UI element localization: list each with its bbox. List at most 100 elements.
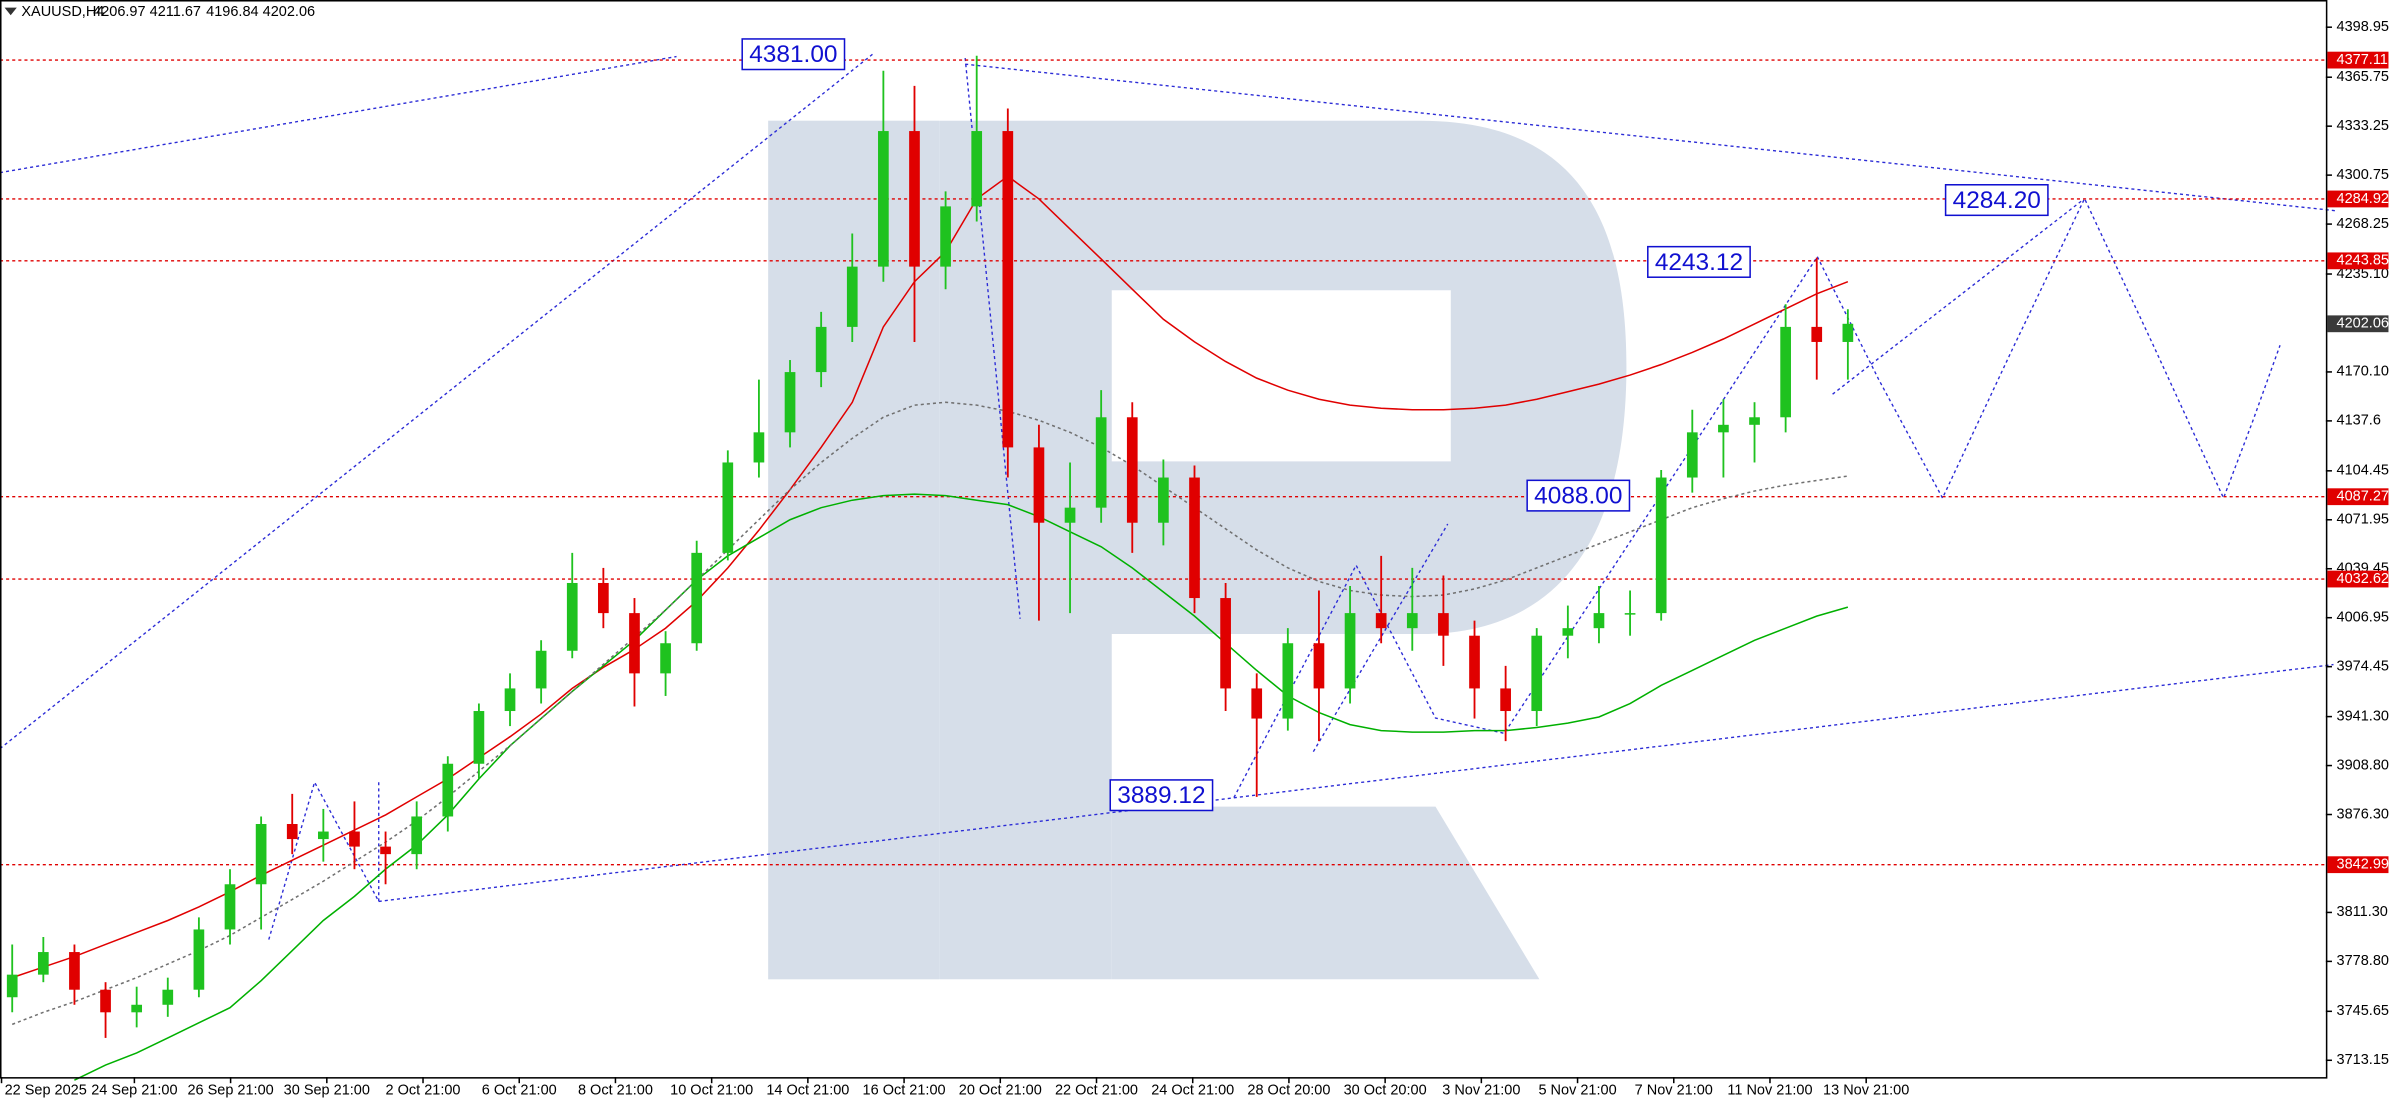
levels [0, 59, 2326, 866]
trendline [378, 663, 2334, 903]
level-label-box [2327, 252, 2389, 270]
candle-body [1469, 635, 1480, 689]
level-label: 4377.11 [2337, 52, 2388, 68]
candle-body [940, 206, 951, 267]
candle-body [286, 824, 298, 840]
candle-body [629, 613, 640, 674]
candle-body [349, 831, 360, 847]
x-tick-label: 10 Oct 21:00 [670, 1083, 753, 1099]
candle-body [722, 462, 734, 553]
candle-body [909, 131, 920, 267]
x-tick-label: 2 Oct 21:00 [386, 1083, 461, 1099]
candle-body [317, 831, 329, 840]
x-tick-label: 24 Oct 21:00 [1151, 1083, 1234, 1099]
y-tick-label: 3908.80 [2337, 757, 2389, 773]
candle-body [1282, 643, 1294, 719]
x-tick-label: 30 Oct 20:00 [1344, 1083, 1427, 1099]
candle-body [1749, 417, 1760, 425]
candle-body [411, 816, 423, 855]
x-tick-label: 8 Oct 21:00 [578, 1083, 653, 1099]
candle-body [660, 643, 671, 674]
y-tick-label: 3778.80 [2337, 953, 2389, 969]
y-tick-label: 3811.30 [2337, 904, 2388, 920]
header-high: 4211.67 [150, 4, 201, 20]
candle-body [1313, 643, 1325, 689]
x-tick-label: 30 Sep 21:00 [284, 1083, 370, 1099]
candle-body [1686, 432, 1698, 478]
candle-body [1562, 628, 1574, 636]
candle-body [100, 989, 111, 1013]
annotation-box [741, 38, 846, 71]
annotation-label: 4088.00 [1534, 483, 1622, 510]
annotation-label: 3889.12 [1117, 782, 1205, 809]
trendlines [0, 52, 2337, 940]
candle-body [1158, 477, 1169, 523]
y-tick-label: 3974.45 [2337, 658, 2389, 674]
candle-body [566, 582, 578, 651]
candle-body [1718, 424, 1729, 433]
candle-body [1064, 507, 1076, 523]
candle-body [69, 952, 80, 990]
candle-body [1375, 613, 1387, 629]
level-label: 3842.99 [2337, 857, 2389, 873]
annotation-label: 4284.20 [1953, 187, 2041, 214]
x-tick-label: 22 Oct 21:00 [1055, 1083, 1138, 1099]
candle-body [1251, 688, 1263, 719]
candle-body [1344, 613, 1356, 689]
plot-frame [0, 0, 2328, 1079]
y-tick-label: 4170.10 [2337, 364, 2389, 380]
y-tick-label: 4235.10 [2337, 266, 2389, 282]
annotation-box [1647, 245, 1751, 278]
x-tick-label: 16 Oct 21:00 [863, 1083, 946, 1099]
candle-body [255, 824, 267, 885]
candle-body [473, 711, 485, 764]
moving-average [11, 175, 1849, 979]
level-label-box [2327, 856, 2389, 874]
trendline [1233, 256, 1818, 798]
y-tick-label: 4104.45 [2337, 463, 2389, 479]
level-label: 4243.85 [2337, 253, 2389, 269]
y-tick-label: 3941.30 [2337, 708, 2389, 724]
header-icon [4, 7, 17, 16]
candle-body [1033, 447, 1045, 523]
candle-body [380, 846, 391, 855]
annotation-box [1944, 184, 2049, 217]
level-label: 4032.62 [2337, 571, 2389, 587]
trendline [1832, 198, 2085, 395]
y-tick-label: 4365.75 [2337, 69, 2389, 85]
annotation-box [1526, 479, 1631, 512]
moving-average [11, 401, 1848, 1026]
x-tick-label: 7 Nov 21:00 [1635, 1083, 1713, 1099]
candle-body [224, 884, 236, 930]
candle-body [1438, 613, 1449, 636]
current-price-label: 4202.06 [2337, 316, 2389, 332]
level-label-box [2327, 570, 2389, 588]
y-tick-label: 3713.15 [2337, 1052, 2389, 1068]
candle-body [162, 989, 174, 1005]
candle-body [971, 131, 983, 207]
candle-body [6, 974, 18, 998]
x-tick-label: 13 Nov 21:00 [1823, 1083, 1909, 1099]
level-label: 4284.92 [2337, 191, 2389, 207]
candle-body [37, 952, 49, 975]
plot [6, 55, 1854, 1081]
annotation-box [1109, 779, 1214, 812]
candle-body [1655, 477, 1667, 614]
y-tick-label: 4300.75 [2337, 167, 2389, 183]
candle-body [504, 688, 516, 712]
y-tick-label: 4006.95 [2337, 610, 2389, 626]
candle-body [1220, 598, 1231, 689]
candle-body [1624, 613, 1636, 615]
header: XAUUSD,H4 4206.97 4211.67 4196.84 4202.0… [4, 4, 315, 20]
candle-body [1406, 613, 1418, 629]
y-tick-label: 4071.95 [2337, 512, 2389, 528]
x-tick-label: 6 Oct 21:00 [482, 1083, 557, 1099]
candle-body [1593, 613, 1605, 629]
watermark-leg [1111, 806, 1540, 980]
header-low: 4196.84 [206, 4, 258, 20]
candle-body [193, 929, 205, 990]
x-tick-label: 5 Nov 21:00 [1538, 1083, 1616, 1099]
header-open: 4206.97 [93, 4, 145, 20]
